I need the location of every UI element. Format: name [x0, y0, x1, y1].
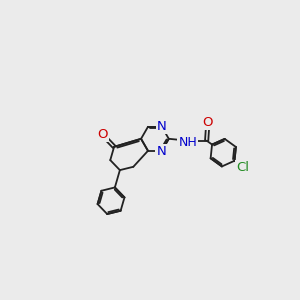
Text: N: N: [157, 120, 167, 133]
Text: O: O: [97, 128, 108, 141]
Text: N: N: [157, 145, 166, 158]
Text: NH: NH: [178, 136, 197, 148]
Text: Cl: Cl: [236, 161, 249, 174]
Text: O: O: [202, 116, 213, 129]
